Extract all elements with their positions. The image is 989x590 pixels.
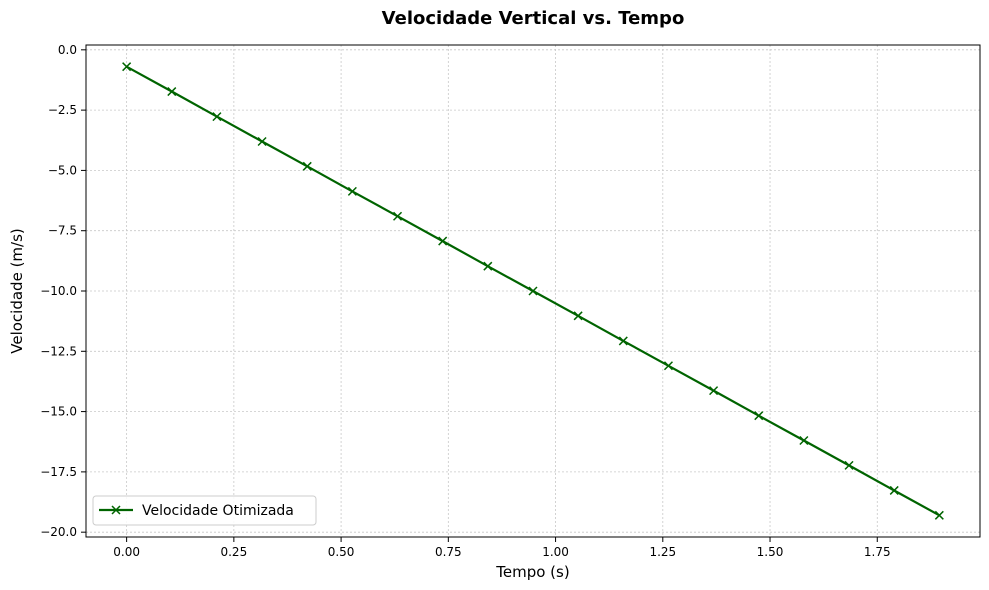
data-point-marker bbox=[122, 62, 132, 72]
legend[interactable]: Velocidade Otimizada bbox=[92, 495, 317, 526]
axis-ticks: 0.00 0.25 0.50 0.75 1.00 1.25 1.50 1.75 0.0 −2.5 −… bbox=[40, 43, 890, 559]
x-tick-label: 0.25 bbox=[220, 545, 247, 559]
series-layer bbox=[122, 62, 944, 520]
data-point-marker bbox=[167, 87, 177, 97]
y-tick-label: −20.0 bbox=[40, 525, 77, 539]
data-point-marker bbox=[483, 261, 493, 271]
y-tick-label: −12.5 bbox=[40, 344, 77, 358]
y-tick-label: −7.5 bbox=[48, 224, 77, 238]
data-point-marker bbox=[844, 460, 854, 470]
data-point-marker bbox=[889, 485, 899, 495]
legend-x-marker-icon bbox=[111, 505, 121, 515]
data-point-marker bbox=[663, 361, 673, 371]
chart-title: Velocidade Vertical vs. Tempo bbox=[382, 8, 685, 29]
y-tick-label: −15.0 bbox=[40, 405, 77, 419]
data-point-marker bbox=[438, 236, 448, 246]
legend-box bbox=[92, 495, 317, 526]
legend-entry-label: Velocidade Otimizada bbox=[142, 503, 294, 519]
grid bbox=[86, 45, 980, 537]
data-point-marker bbox=[709, 386, 719, 396]
data-point-marker bbox=[347, 186, 357, 196]
x-tick-label: 0.50 bbox=[328, 545, 355, 559]
y-tick-label: −5.0 bbox=[48, 163, 77, 177]
data-point-marker bbox=[257, 136, 267, 147]
y-tick-label: −17.5 bbox=[40, 465, 77, 479]
x-tick-label: 1.75 bbox=[864, 545, 891, 559]
data-point-marker bbox=[302, 161, 312, 171]
x-axis-label: Tempo (s) bbox=[495, 563, 569, 581]
y-tick-label: −2.5 bbox=[48, 103, 77, 117]
x-tick-label: 1.00 bbox=[542, 545, 569, 559]
data-point-marker bbox=[799, 435, 809, 446]
y-tick-label: 0.0 bbox=[58, 43, 77, 57]
data-point-marker bbox=[393, 211, 403, 221]
x-tick-label: 0.00 bbox=[113, 545, 140, 559]
data-point-marker bbox=[618, 336, 628, 346]
x-tick-label: 0.75 bbox=[435, 545, 462, 559]
data-point-marker bbox=[573, 311, 583, 321]
data-point-marker bbox=[212, 112, 222, 122]
y-tick-label: −10.0 bbox=[40, 284, 77, 298]
data-point-marker bbox=[754, 411, 764, 421]
data-point-marker bbox=[528, 286, 538, 296]
x-tick-label: 1.50 bbox=[757, 545, 784, 559]
y-axis-label: Velocidade (m/s) bbox=[8, 228, 26, 354]
plot-frame bbox=[85, 44, 981, 538]
data-point-marker bbox=[934, 510, 944, 520]
x-tick-label: 1.25 bbox=[649, 545, 676, 559]
